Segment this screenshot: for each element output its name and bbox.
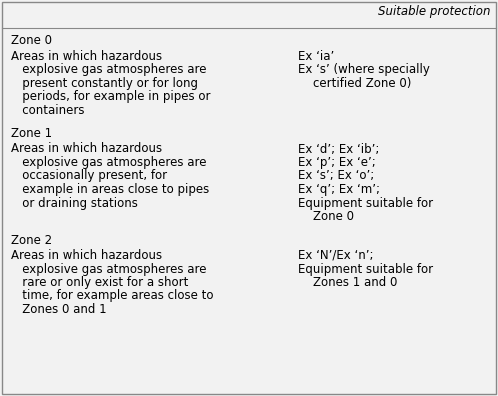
Text: explosive gas atmospheres are: explosive gas atmospheres are [11,156,207,169]
Text: Equipment suitable for: Equipment suitable for [298,263,433,276]
Text: Equipment suitable for: Equipment suitable for [298,196,433,209]
Text: Ex ‘p’; Ex ‘e’;: Ex ‘p’; Ex ‘e’; [298,156,375,169]
Text: Suitable protection: Suitable protection [377,5,490,18]
Text: Zone 2: Zone 2 [11,234,52,246]
Text: Zones 1 and 0: Zones 1 and 0 [298,276,397,289]
Text: or draining stations: or draining stations [11,196,138,209]
Text: Areas in which hazardous: Areas in which hazardous [11,143,162,156]
Text: Ex ‘q’; Ex ‘m’;: Ex ‘q’; Ex ‘m’; [298,183,380,196]
Text: Zone 0: Zone 0 [298,210,354,223]
Text: periods, for example in pipes or: periods, for example in pipes or [11,90,211,103]
Text: example in areas close to pipes: example in areas close to pipes [11,183,209,196]
Text: Areas in which hazardous: Areas in which hazardous [11,249,162,262]
Text: Ex ‘d’; Ex ‘ib’;: Ex ‘d’; Ex ‘ib’; [298,143,379,156]
Text: Zone 1: Zone 1 [11,127,52,140]
Text: present constantly or for long: present constantly or for long [11,76,198,89]
Text: Ex ‘N’/Ex ‘n’;: Ex ‘N’/Ex ‘n’; [298,249,374,262]
Text: explosive gas atmospheres are: explosive gas atmospheres are [11,263,207,276]
Text: explosive gas atmospheres are: explosive gas atmospheres are [11,63,207,76]
Text: Ex ‘s’; Ex ‘o’;: Ex ‘s’; Ex ‘o’; [298,169,374,183]
Text: certified Zone 0): certified Zone 0) [298,76,411,89]
Text: Zones 0 and 1: Zones 0 and 1 [11,303,107,316]
Text: time, for example areas close to: time, for example areas close to [11,289,214,303]
Text: occasionally present, for: occasionally present, for [11,169,167,183]
Text: Ex ‘s’ (where specially: Ex ‘s’ (where specially [298,63,430,76]
Text: Areas in which hazardous: Areas in which hazardous [11,50,162,63]
Text: Zone 0: Zone 0 [11,34,52,47]
Text: containers: containers [11,103,85,116]
Text: Ex ‘ia’: Ex ‘ia’ [298,50,334,63]
Text: rare or only exist for a short: rare or only exist for a short [11,276,188,289]
